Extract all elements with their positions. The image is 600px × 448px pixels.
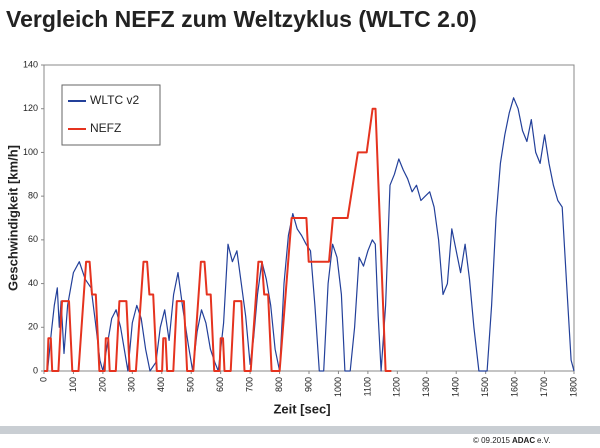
y-tick-label: 20	[28, 322, 38, 332]
x-tick-label: 1500	[480, 377, 490, 397]
y-tick-label: 120	[23, 103, 38, 113]
y-tick-label: 0	[33, 365, 38, 375]
x-tick-label: 700	[244, 377, 254, 392]
x-tick-label: 1100	[362, 377, 372, 396]
legend-label: NEFZ	[90, 121, 121, 135]
y-tick-label: 60	[28, 234, 38, 244]
x-tick-label: 1800	[568, 377, 578, 397]
x-tick-label: 1000	[333, 377, 343, 397]
footer-brand: ADAC	[512, 436, 535, 445]
x-tick-label: 300	[127, 377, 137, 392]
y-tick-label: 80	[28, 191, 38, 201]
x-axis-label: Zeit [sec]	[273, 401, 330, 416]
x-tick-label: 1400	[451, 377, 461, 397]
x-tick-label: 1300	[421, 377, 431, 397]
y-tick-label: 140	[23, 59, 38, 69]
x-tick-label: 500	[186, 377, 196, 392]
x-tick-label: 0	[38, 377, 48, 382]
footer-suffix: e.V.	[537, 436, 551, 445]
y-tick-label: 100	[23, 147, 38, 157]
x-tick-label: 1700	[539, 377, 549, 397]
x-tick-label: 1600	[509, 377, 519, 397]
x-tick-label: 400	[156, 377, 166, 392]
chart-title: Vergleich NEFZ zum Weltzyklus (WLTC 2.0)	[6, 6, 477, 32]
y-tick-label: 40	[28, 278, 38, 288]
x-tick-label: 100	[68, 377, 78, 392]
footer-date: © 09.2015	[473, 436, 511, 445]
x-tick-label: 900	[303, 377, 313, 392]
x-tick-label: 800	[274, 377, 284, 392]
x-tick-label: 1200	[392, 377, 402, 397]
footer-band	[0, 426, 600, 434]
legend-label: WLTC v2	[90, 93, 139, 107]
y-axis-label: Geschwindigkeit [km/h]	[5, 145, 20, 291]
legend-box	[61, 84, 161, 146]
x-tick-label: 600	[215, 377, 225, 392]
series-line	[44, 107, 392, 372]
x-tick-label: 200	[97, 377, 107, 392]
